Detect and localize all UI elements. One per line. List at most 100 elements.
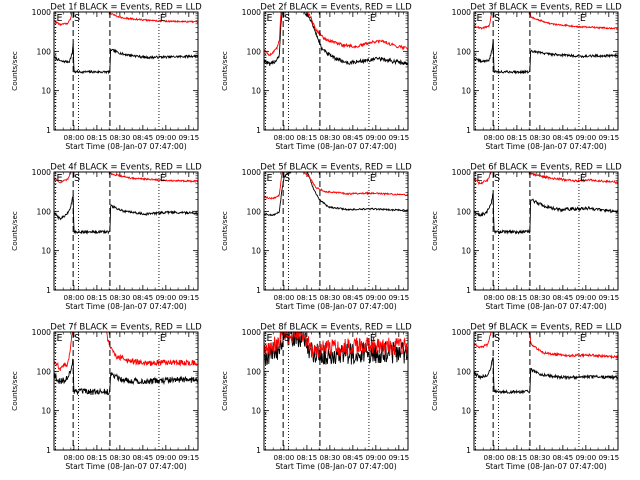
y-tick-label: 1000 xyxy=(452,8,471,17)
y-tick-label: 100 xyxy=(247,367,262,376)
y-tick-label: 1000 xyxy=(32,168,51,177)
x-tick-label: 08:30 xyxy=(110,133,131,142)
x-tick-label: 08:45 xyxy=(342,453,363,462)
x-axis-label: Start Time (08-Jan-07 07:47:00) xyxy=(485,462,606,471)
x-tick-label: 08:15 xyxy=(87,293,108,302)
x-tick-label: 08:45 xyxy=(552,293,573,302)
panel-det-5: Det 5f BLACK = Events, RED = LLD Counts/s… xyxy=(220,163,412,312)
marker-label: E xyxy=(580,333,586,344)
marker-label: E xyxy=(267,13,273,24)
y-tick-label: 1 xyxy=(466,446,471,455)
marker-label: E xyxy=(477,333,483,344)
y-tick-label: 1 xyxy=(256,446,261,455)
series-line-lld xyxy=(264,332,408,358)
y-tick-label: 10 xyxy=(461,407,471,416)
series-line-events xyxy=(54,43,198,75)
series-line-events xyxy=(474,193,618,235)
series-line-events xyxy=(474,40,618,75)
panel-title: Det 3f BLACK = Events, RED = LLD xyxy=(470,3,622,13)
x-tick-label: 08:00 xyxy=(274,453,295,462)
x-tick-label: 09:00 xyxy=(365,453,386,462)
panel-det-1: Det 1f BLACK = Events, RED = LLD Counts/s… xyxy=(10,3,202,152)
x-tick-label: 08:00 xyxy=(484,453,505,462)
x-tick-label: 09:15 xyxy=(598,293,619,302)
y-tick-label: 10 xyxy=(41,87,51,96)
y-tick-label: 1 xyxy=(256,286,261,295)
x-tick-label: 08:15 xyxy=(507,453,528,462)
y-axis-label: Counts/sec xyxy=(430,371,439,411)
x-tick-label: 08:15 xyxy=(87,453,108,462)
plot-frame xyxy=(263,331,409,451)
y-tick-label: 100 xyxy=(457,207,472,216)
series-line-lld xyxy=(54,172,198,184)
x-tick-label: 09:15 xyxy=(388,133,409,142)
x-tick-label: 09:15 xyxy=(178,133,199,142)
series-line-events xyxy=(474,357,618,395)
marker-label: E xyxy=(370,13,376,24)
marker-label: E xyxy=(57,333,63,344)
x-tick-label: 08:15 xyxy=(507,293,528,302)
x-tick-label: 09:15 xyxy=(178,453,199,462)
plot-frame xyxy=(263,171,409,291)
x-tick-label: 08:45 xyxy=(342,133,363,142)
series-line-lld xyxy=(264,172,408,200)
x-tick-label: 09:15 xyxy=(388,293,409,302)
y-tick-label: 100 xyxy=(37,207,52,216)
y-tick-label: 1000 xyxy=(452,328,471,337)
panel-det-7: Det 7f BLACK = Events, RED = LLD Counts/s… xyxy=(10,323,202,472)
x-tick-label: 08:00 xyxy=(484,293,505,302)
x-tick-label: 09:00 xyxy=(575,133,596,142)
x-axis-label: Start Time (08-Jan-07 07:47:00) xyxy=(65,462,186,471)
x-tick-label: 08:30 xyxy=(530,133,551,142)
series-line-lld xyxy=(54,12,198,27)
series-line-events xyxy=(264,12,408,66)
x-tick-label: 08:45 xyxy=(132,453,153,462)
x-axis-label: Start Time (08-Jan-07 07:47:00) xyxy=(65,302,186,311)
panel-det-8: Det 8f BLACK = Events, RED = LLD Counts/s… xyxy=(220,323,412,472)
marker-label: E xyxy=(477,13,483,24)
x-tick-label: 08:00 xyxy=(64,453,85,462)
y-tick-label: 100 xyxy=(37,367,52,376)
x-tick-label: 08:45 xyxy=(552,453,573,462)
x-tick-label: 08:45 xyxy=(552,133,573,142)
plot-frame xyxy=(473,331,619,451)
y-tick-label: 10 xyxy=(251,407,261,416)
panel-det-2: Det 2f BLACK = Events, RED = LLD Counts/s… xyxy=(220,3,412,152)
y-tick-label: 1 xyxy=(46,126,51,135)
marker-label: E xyxy=(160,333,166,344)
y-axis-label: Counts/sec xyxy=(220,51,229,91)
x-tick-label: 09:00 xyxy=(155,293,176,302)
y-tick-label: 100 xyxy=(247,47,262,56)
x-axis-label: Start Time (08-Jan-07 07:47:00) xyxy=(65,142,186,151)
y-axis-label: Counts/sec xyxy=(220,371,229,411)
y-tick-label: 1 xyxy=(256,126,261,135)
plot-frame xyxy=(53,171,199,291)
x-tick-label: 08:15 xyxy=(297,133,318,142)
x-axis-label: Start Time (08-Jan-07 07:47:00) xyxy=(485,142,606,151)
panel-title: Det 4f BLACK = Events, RED = LLD xyxy=(50,163,202,173)
panel-title: Det 8f BLACK = Events, RED = LLD xyxy=(260,323,412,333)
y-axis-label: Counts/sec xyxy=(430,211,439,251)
x-tick-label: 08:45 xyxy=(132,133,153,142)
panel-title: Det 9f BLACK = Events, RED = LLD xyxy=(470,323,622,333)
x-tick-label: 09:00 xyxy=(155,133,176,142)
y-tick-label: 1000 xyxy=(242,328,261,337)
y-axis-label: Counts/sec xyxy=(220,211,229,251)
series-line-lld xyxy=(264,12,408,57)
x-tick-label: 09:15 xyxy=(178,293,199,302)
x-tick-label: 08:15 xyxy=(297,293,318,302)
x-tick-label: 09:15 xyxy=(598,133,619,142)
marker-label: E xyxy=(580,173,586,184)
marker-label: E xyxy=(267,333,273,344)
panel-det-4: Det 4f BLACK = Events, RED = LLD Counts/s… xyxy=(10,163,202,312)
marker-label: S xyxy=(494,333,500,344)
y-axis-label: Counts/sec xyxy=(430,51,439,91)
y-tick-label: 1000 xyxy=(32,328,51,337)
marker-label: S xyxy=(74,13,80,24)
x-tick-label: 09:00 xyxy=(575,453,596,462)
panel-det-3: Det 3f BLACK = Events, RED = LLD Counts/s… xyxy=(430,3,622,152)
y-tick-label: 1000 xyxy=(242,8,261,17)
plot-frame xyxy=(53,331,199,451)
x-tick-label: 08:45 xyxy=(342,293,363,302)
x-tick-label: 08:30 xyxy=(110,453,131,462)
